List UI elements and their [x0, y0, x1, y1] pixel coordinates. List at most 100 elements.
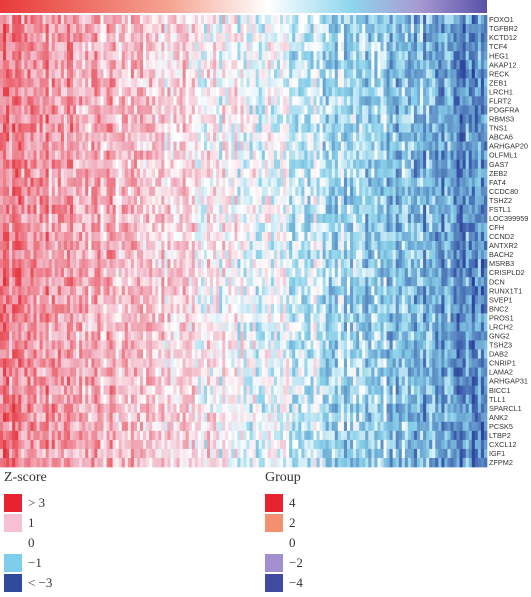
heatmap-cell	[270, 177, 275, 188]
heatmap-cell	[426, 204, 430, 215]
heatmap-cell	[164, 186, 168, 197]
heatmap-cell	[447, 268, 451, 278]
heatmap-cell	[429, 186, 433, 197]
heatmap-cell	[45, 168, 50, 179]
heatmap-cell	[206, 231, 211, 242]
heatmap-cell	[322, 141, 327, 151]
heatmap-cell	[450, 114, 454, 124]
heatmap-cell	[407, 141, 412, 151]
heatmap-cell	[353, 186, 357, 197]
heatmap-cell	[316, 250, 320, 260]
heatmap-cell	[410, 231, 415, 242]
heatmap-cell	[252, 60, 257, 70]
heatmap-cell	[331, 286, 336, 296]
heatmap-cell	[170, 231, 174, 242]
heatmap-cell	[441, 231, 445, 242]
heatmap-cell	[438, 250, 442, 260]
heatmap-cell	[462, 168, 467, 179]
heatmap-cell	[246, 42, 250, 52]
heatmap-cell	[158, 222, 162, 233]
heatmap-cell	[115, 15, 120, 25]
heatmap-cell	[200, 268, 205, 278]
heatmap-cell	[33, 105, 37, 115]
heatmap-cell	[480, 132, 485, 142]
heatmap-cell	[136, 186, 141, 197]
heatmap-cell	[15, 177, 19, 188]
heatmap-cell	[206, 186, 211, 197]
heatmap-cell	[356, 51, 360, 61]
heatmap-cell	[130, 114, 135, 124]
heatmap-cell	[480, 123, 485, 133]
heatmap-cell	[30, 69, 34, 79]
heatmap-cell	[389, 286, 393, 296]
heatmap-cell	[115, 24, 120, 34]
heatmap-cell	[33, 222, 37, 233]
heatmap-cell	[243, 114, 247, 124]
heatmap-cell	[386, 222, 390, 233]
heatmap-cell	[267, 51, 272, 61]
heatmap-cell	[115, 177, 120, 188]
heatmap-cell	[325, 96, 330, 106]
heatmap-cell	[468, 177, 473, 188]
heatmap-cell	[407, 42, 412, 52]
heatmap-cell	[66, 132, 71, 142]
heatmap-cell	[319, 231, 323, 242]
heatmap-cell	[0, 150, 4, 160]
heatmap-cell	[416, 213, 421, 224]
heatmap-cell	[213, 78, 217, 88]
heatmap-cell	[429, 15, 433, 25]
heatmap-cell	[273, 96, 278, 106]
heatmap-cell	[307, 186, 311, 197]
heatmap-cell	[237, 186, 241, 197]
heatmap-cell	[435, 114, 439, 124]
heatmap-cell	[310, 141, 314, 151]
heatmap-cell	[240, 69, 244, 79]
heatmap-cell	[307, 105, 311, 115]
heatmap-cell	[353, 114, 357, 124]
heatmap-cell	[231, 150, 235, 160]
heatmap-cell	[413, 150, 418, 160]
heatmap-cell	[389, 195, 393, 206]
heatmap-cell	[63, 168, 68, 179]
heatmap-cell	[115, 259, 120, 269]
heatmap-cell	[30, 87, 34, 97]
heatmap-cell	[283, 33, 287, 43]
heatmap-cell	[304, 132, 308, 142]
heatmap-cell	[389, 186, 393, 197]
heatmap-cell	[432, 213, 436, 224]
heatmap-cell	[368, 204, 372, 215]
heatmap-cell	[298, 277, 302, 287]
heatmap-cell	[97, 268, 101, 278]
heatmap-cell	[465, 241, 470, 251]
heatmap-cell	[149, 250, 153, 260]
heatmap-cell	[398, 150, 403, 160]
heatmap-cell	[203, 168, 208, 179]
heatmap-cell	[97, 213, 101, 224]
heatmap-cell	[273, 24, 278, 34]
heatmap-cell	[283, 42, 287, 52]
heatmap-cell	[9, 69, 13, 79]
heatmap-cell	[70, 105, 74, 115]
heatmap-cell	[179, 195, 183, 206]
heatmap-cell	[435, 24, 439, 34]
heatmap-cell	[124, 141, 129, 151]
heatmap-cell	[136, 250, 141, 260]
heatmap-cell	[356, 159, 360, 170]
heatmap-cell	[468, 141, 473, 151]
heatmap-cell	[6, 259, 10, 269]
heatmap-cell	[267, 69, 272, 79]
heatmap-cell	[6, 105, 10, 115]
heatmap-cell	[410, 150, 415, 160]
heatmap-cell	[480, 69, 485, 79]
heatmap-cell	[112, 123, 117, 133]
heatmap-cell	[398, 123, 403, 133]
heatmap-cell	[121, 42, 126, 52]
heatmap-cell	[48, 204, 53, 215]
heatmap-cell	[359, 268, 363, 278]
heatmap-cell	[295, 231, 299, 242]
heatmap-cell	[152, 105, 156, 115]
heatmap-cell	[474, 150, 479, 160]
heatmap-cell	[15, 132, 19, 142]
heatmap-cell	[173, 259, 177, 269]
heatmap-cell	[194, 195, 199, 206]
